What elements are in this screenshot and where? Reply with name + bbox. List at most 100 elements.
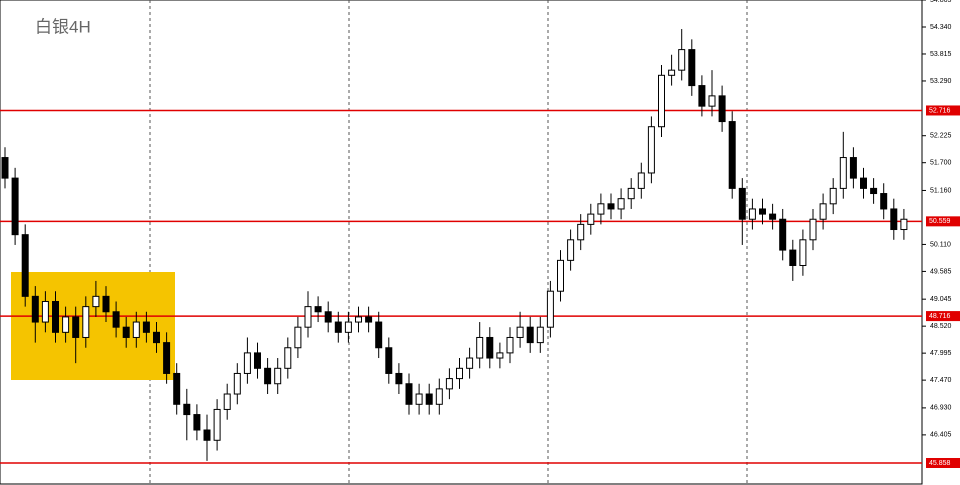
candle-body [142,321,150,333]
candle-body [738,187,746,220]
candle-body [890,208,898,231]
candle-body [728,121,736,189]
candles [1,29,908,461]
y-tick-label: 53.290 [930,78,952,85]
candle-body [11,177,19,236]
y-tick-label: 50.110 [930,241,951,248]
candle-body [415,393,423,405]
y-tick-label: 47.995 [930,350,952,357]
candle-body [203,429,211,441]
candle-body [445,378,453,390]
candle-body [557,259,564,292]
candle-body [587,213,595,225]
y-tick-label: 49.585 [930,268,952,275]
candle-body [789,249,797,267]
y-tick-label: 54.865 [930,0,952,4]
level-tag [926,311,960,322]
candle-body [637,172,645,189]
candle-body [668,69,676,76]
candle-body [870,187,878,195]
candle-body [254,352,261,369]
candle-body [435,388,443,405]
candle-body [860,177,867,189]
candle-body [748,208,756,220]
candle-body [779,218,787,251]
candle-body [849,157,857,179]
levels: 52.716 50.559 48.716 45.858 [0,105,960,468]
candle-body [233,372,241,395]
candle-body [819,203,827,220]
candle-body [264,367,272,385]
level-tag [926,216,960,227]
candle-body [617,198,625,210]
time-dividers [149,0,748,484]
y-axis: 54.865 54.340 53.815 53.290 52.225 51.700 51.1… [922,0,952,439]
candle-body [92,295,100,308]
candle-body [1,157,9,179]
candle-body [365,316,373,323]
candle-body [173,372,181,405]
candle-body [72,316,80,338]
level-label: 52.716 [929,107,951,114]
candle-body [425,393,433,405]
level-tag [926,105,960,116]
candle-body [880,193,888,210]
y-tick-label: 51.160 [930,187,952,194]
candle-body [294,326,302,349]
candle-body [567,239,575,261]
candle-body [82,306,90,338]
level-label: 50.559 [929,218,951,225]
candle-body [355,316,362,323]
candle-body [627,187,635,200]
candle-body [809,218,817,241]
candle-body [718,95,726,123]
y-tick-label: 54.340 [930,24,952,31]
candle-body [597,203,605,215]
candle-body [52,300,59,333]
candle-body [759,208,766,215]
candle-body [546,290,554,328]
candle-body [31,295,39,323]
y-tick-label: 51.700 [930,160,952,167]
candle-body [112,311,120,328]
candle-body [900,218,908,231]
y-tick-label: 48.520 [930,323,952,330]
candle-body [476,336,484,359]
candle-body [284,347,292,369]
candle-body [799,239,807,267]
candle-body [21,234,29,297]
candle-body [506,336,514,354]
candle-body [536,326,544,344]
candle-body [516,326,524,338]
candle-body [62,316,70,333]
candle-body [153,331,160,344]
candle-body [577,223,585,241]
candle-body [183,403,191,416]
candle-body [274,367,282,385]
candle-body [223,393,231,410]
candle-body [839,157,847,189]
candle-body [395,372,403,385]
candle-body [769,213,777,220]
y-tick-label: 46.405 [930,432,952,439]
candle-body [344,321,352,333]
chart-title: 白银4H [35,17,91,36]
candle-body [658,74,665,128]
candle-body [213,408,221,441]
candle-body [163,342,171,374]
candle-body [496,352,504,359]
candle-body [193,414,201,431]
y-tick-label: 53.815 [930,51,952,58]
level-label: 45.858 [929,460,951,467]
candle-body [41,300,49,323]
candle-body [243,352,251,374]
candle-body [698,85,706,107]
candle-body [678,49,686,71]
level-label: 48.716 [929,313,951,320]
candle-body [385,347,393,374]
candle-body [132,321,140,338]
candle-body [102,295,110,313]
candle-body [486,336,494,359]
